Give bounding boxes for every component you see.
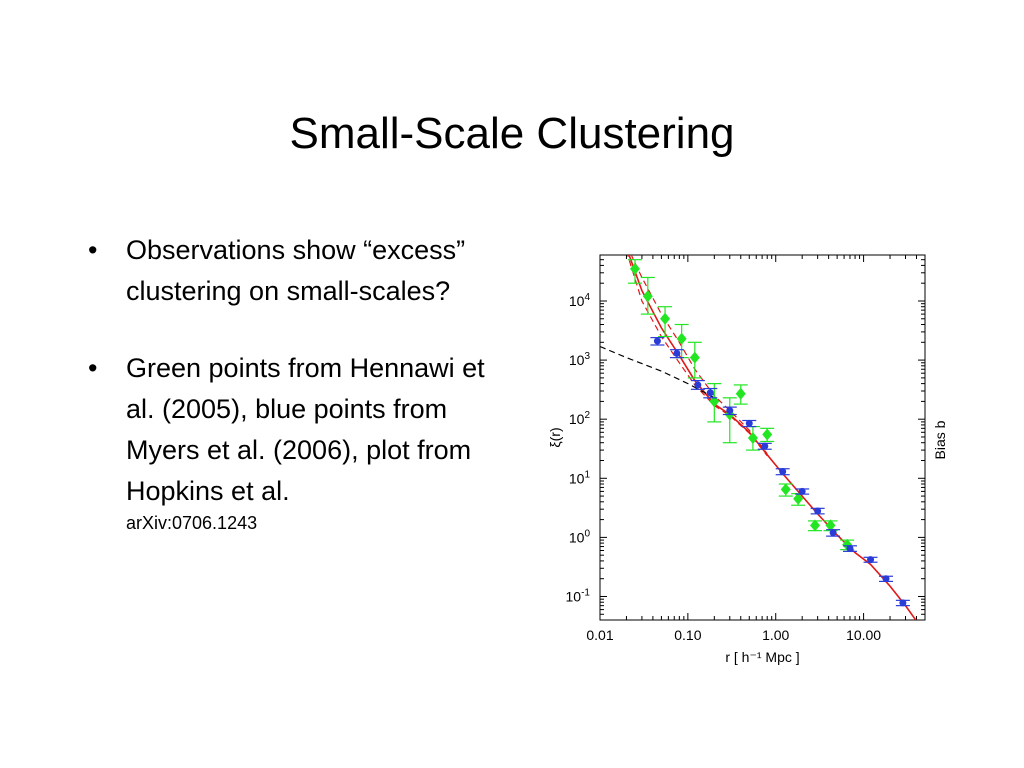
x-tick-label: 0.01 <box>586 627 613 643</box>
blue-data-point <box>745 419 753 427</box>
right-axis-label: Bias b <box>932 420 948 459</box>
green-data-point <box>660 312 671 325</box>
green-data-point <box>642 290 653 303</box>
plot-frame <box>599 254 926 621</box>
y-tick-label: 10-1 <box>566 587 591 604</box>
green-data-point <box>793 492 804 505</box>
y-tick-label: 100 <box>569 528 591 545</box>
green-data-point <box>747 432 758 445</box>
green-data-point <box>735 387 746 400</box>
x-tick-label: 10.00 <box>846 627 881 643</box>
blue-data-point <box>867 556 875 564</box>
green-data-point <box>780 483 791 496</box>
blue-data-point <box>798 487 806 495</box>
blue-data-point <box>846 544 854 552</box>
bullet-marker: • <box>88 235 98 265</box>
bullet-text: Green points from Hennawi et al. (2005),… <box>126 353 485 506</box>
bullet-note: arXiv:0706.1243 <box>126 513 258 533</box>
x-tick-label: 1.00 <box>762 627 789 643</box>
blue-data-point <box>779 468 787 476</box>
blue-data-point <box>814 507 822 515</box>
green-data-point <box>825 519 836 532</box>
bullet-text: Observations show “excess” clustering on… <box>126 235 466 306</box>
green-data-point <box>762 428 773 441</box>
blue-data-point <box>761 442 769 450</box>
x-tick-label: 0.10 <box>674 627 701 643</box>
blue-data-point <box>882 575 890 583</box>
blue-data-point <box>653 337 661 345</box>
blue-data-point <box>673 349 681 357</box>
model-line <box>628 255 917 620</box>
green-data-point <box>676 332 687 345</box>
x-axis-label: r [ h⁻¹ Mpc ] <box>725 649 799 665</box>
blue-data-point <box>899 599 907 607</box>
bullet-list: • Observations show “excess” clustering … <box>88 230 488 534</box>
y-axis-label: ξ(r) <box>547 427 563 447</box>
correlation-plot: 0.01 0.10 1.00 10.00 10-1 100 101 102 103 104 r [ … <box>547 254 948 665</box>
y-tick-label: 101 <box>569 469 591 486</box>
blue-data-point <box>694 381 702 389</box>
green-data-point <box>629 262 640 275</box>
green-data-point <box>842 538 853 551</box>
bullet-marker: • <box>88 353 98 383</box>
bullet-item: • Green points from Hennawi et al. (2005… <box>88 348 488 534</box>
green-data-point <box>810 519 821 532</box>
y-tick-label: 102 <box>569 410 591 427</box>
y-tick-label: 104 <box>569 292 591 309</box>
linear-theory-dashed-line <box>600 345 715 399</box>
blue-data-point <box>829 529 837 537</box>
blue-data-point <box>706 389 714 397</box>
y-tick-label: 103 <box>569 351 591 368</box>
green-data-point <box>689 351 700 364</box>
blue-data-point <box>726 407 734 415</box>
slide-title: Small-Scale Clustering <box>289 109 735 158</box>
bullet-item: • Observations show “excess” clustering … <box>88 230 488 312</box>
